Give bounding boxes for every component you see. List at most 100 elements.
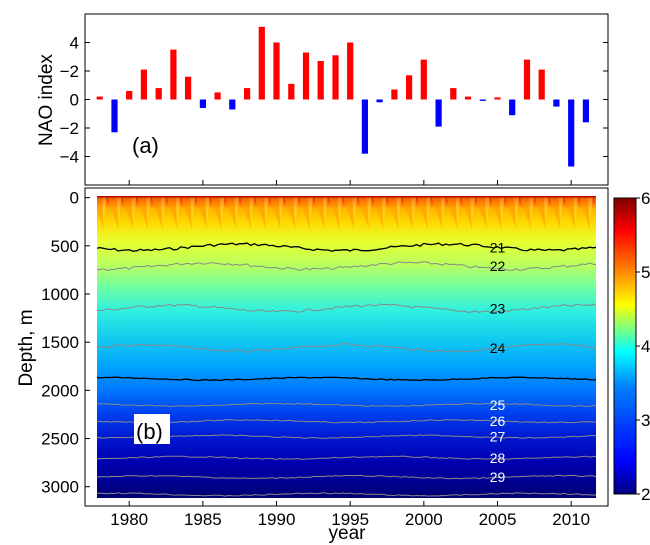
seasonal-warm-tongue <box>328 197 340 230</box>
seasonal-warm-tongue <box>313 197 325 230</box>
seasonal-warm-tongue <box>475 197 487 230</box>
contour-label: 26 <box>490 413 506 429</box>
nao-bar <box>140 69 147 100</box>
seasonal-warm-tongue <box>402 197 414 230</box>
seasonal-cool-wedge <box>175 197 181 223</box>
seasonal-warm-tongue <box>593 197 596 205</box>
seasonal-cool-wedge <box>352 197 358 223</box>
seasonal-warm-tongue <box>254 197 266 230</box>
nao-y-tick-label: −2 <box>60 119 79 138</box>
seasonal-surface-layer <box>97 197 596 230</box>
panel-label-b: (b) <box>136 419 163 444</box>
depth-y-tick-label: 2500 <box>41 430 79 449</box>
seasonal-warm-tongue <box>431 197 443 230</box>
colorbar-ticks: 2 3 4 5 6 <box>636 189 650 504</box>
nao-bar <box>302 52 310 100</box>
seasonal-cool-wedge <box>529 197 534 223</box>
colorbar-ramp <box>613 197 637 495</box>
year-x-axis-label: year <box>329 523 367 544</box>
seasonal-warm-tongue <box>446 197 458 230</box>
contour-label: 23 <box>490 300 506 316</box>
seasonal-cool-wedge <box>322 197 328 223</box>
seasonal-warm-tongue <box>461 197 472 230</box>
seasonal-cool-wedge <box>293 197 299 223</box>
seasonal-cool-wedge <box>381 197 387 223</box>
nao-bar <box>317 61 324 100</box>
nao-bar <box>199 99 206 108</box>
seasonal-warm-tongue <box>564 197 576 230</box>
year-x-tick-label: 1980 <box>110 510 148 529</box>
seasonal-warm-tongue <box>505 197 517 230</box>
nao-bar <box>450 88 457 100</box>
year-x-tick-label: 2000 <box>405 510 443 529</box>
nao-bar <box>464 96 472 100</box>
colorbar-tick-label: 4 <box>641 337 650 356</box>
seasonal-warm-tongue <box>387 197 399 230</box>
seasonal-cool-wedge <box>573 197 579 223</box>
seasonal-cool-wedge <box>204 197 210 223</box>
depth-y-axis-label: Depth, m <box>16 309 37 386</box>
seasonal-warm-tongue <box>240 197 252 230</box>
nao-bar <box>332 55 339 100</box>
seasonal-warm-tongue <box>210 197 222 230</box>
year-x-ticks: 1980 1985 1990 1995 2000 2005 2010 <box>110 180 590 529</box>
contour-label: 28 <box>490 450 506 466</box>
nao-y-tick-label: 0 <box>70 91 79 110</box>
nao-bar <box>258 26 265 100</box>
nao-bar <box>509 99 516 116</box>
seasonal-cool-wedge <box>101 197 107 223</box>
colorbar-tick-label: 3 <box>641 411 650 430</box>
depth-y-tick-label: 1500 <box>41 333 79 352</box>
seasonal-cool-wedge <box>190 197 196 223</box>
seasonal-warm-tongue <box>284 197 296 230</box>
nao-bar <box>96 96 103 100</box>
contour-line <box>97 376 596 382</box>
contour-line <box>97 455 596 461</box>
year-x-tick-label: 1995 <box>331 510 369 529</box>
panel-label-a: (a) <box>132 133 159 158</box>
seasonal-warm-tongue <box>578 197 590 230</box>
seasonal-warm-tongue <box>520 197 531 230</box>
nao-bar <box>273 42 280 100</box>
colorbar: 2 3 4 5 6 <box>613 189 650 504</box>
contour-label: 24 <box>490 340 506 356</box>
seasonal-cool-wedge <box>484 197 490 223</box>
year-x-tick-label: 1990 <box>258 510 296 529</box>
seasonal-warm-tongue <box>299 197 310 230</box>
seasonal-cool-wedge <box>131 197 137 223</box>
contour-line <box>97 261 596 271</box>
seasonal-cool-wedge <box>396 197 402 223</box>
seasonal-cool-wedge <box>249 197 255 223</box>
seasonal-cool-wedge <box>219 197 225 223</box>
heatmap-axes-frame <box>84 187 609 507</box>
seasonal-warm-tongue <box>269 197 281 230</box>
seasonal-cool-wedge <box>263 197 269 223</box>
seasonal-cool-wedge <box>411 197 417 223</box>
contour-label: 27 <box>490 429 506 445</box>
seasonal-cool-wedge <box>366 197 372 223</box>
seasonal-cool-wedge <box>425 197 431 223</box>
nao-y-tick-label: −4 <box>60 148 79 167</box>
seasonal-warm-tongue <box>343 197 355 230</box>
contour-label: 22 <box>490 258 506 274</box>
contour-label: 25 <box>490 397 506 413</box>
nao-bar <box>494 97 501 100</box>
contour-label: 21 <box>490 239 506 255</box>
contour-label: 29 <box>490 469 506 485</box>
nao-bar <box>126 91 133 100</box>
nao-bar <box>553 99 560 107</box>
nao-bar <box>376 99 383 103</box>
nao-y-tick-label: −2 <box>60 62 79 81</box>
seasonal-cool-wedge <box>337 197 343 223</box>
panel-label-b-background <box>134 414 170 444</box>
seasonal-cool-wedge <box>470 197 475 223</box>
nao-bar <box>568 99 575 167</box>
seasonal-warm-tongue <box>534 197 546 230</box>
contour-line <box>97 434 596 439</box>
seasonal-cool-wedge <box>145 197 151 223</box>
seasonal-cool-wedge <box>455 197 461 223</box>
colorbar-tick-label: 2 <box>641 485 650 504</box>
